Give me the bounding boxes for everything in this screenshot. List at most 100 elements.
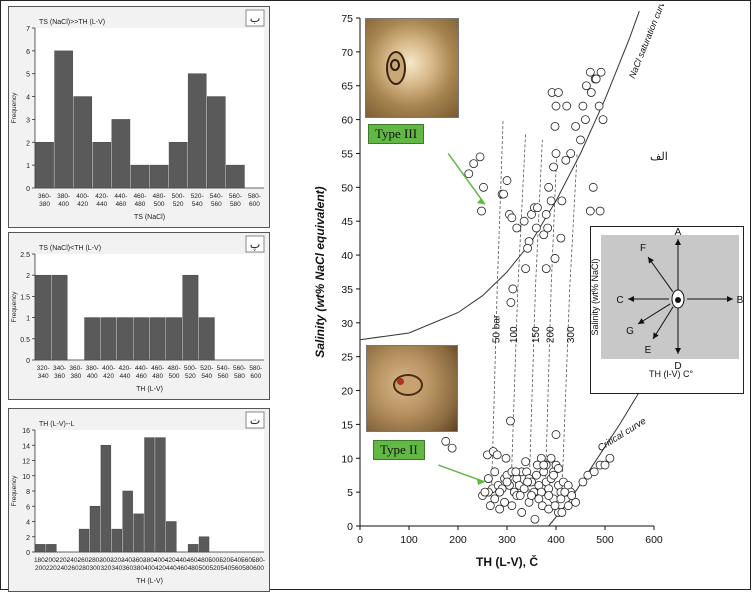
inset-direction-label: E	[645, 345, 652, 356]
isobar-line	[544, 146, 558, 493]
histogram-bar	[111, 119, 131, 189]
x-tick-label: 300	[90, 565, 101, 572]
histogram-bar	[166, 317, 182, 361]
data-point	[485, 501, 495, 511]
x-tick-label: 400-	[154, 557, 167, 564]
x-tick-label: 520	[185, 373, 196, 380]
x-tick-label: 100	[400, 534, 418, 546]
histogram-bar	[182, 274, 199, 361]
inset-arrowhead	[648, 257, 654, 264]
x-tick-label: 480	[135, 201, 146, 208]
y-tick-label: 1	[26, 316, 30, 323]
data-point	[550, 254, 560, 263]
x-tick-label: 440-	[135, 365, 148, 372]
inclusion-bubble	[397, 378, 404, 385]
x-tick-label: 580-	[252, 557, 265, 564]
data-point	[596, 67, 606, 77]
inset-arrows: A B C D E F G Salinity (wt% NaCl) TH (l-V) C°	[590, 227, 744, 379]
data-point	[549, 162, 558, 172]
inclusion-bubble	[390, 59, 400, 71]
histogram-title: TH (L-V)--L	[39, 421, 74, 428]
histogram-bar	[100, 445, 112, 553]
data-point	[541, 210, 551, 219]
isobar-line	[528, 139, 543, 493]
x-axis-label: TS (NaCl)	[134, 214, 165, 221]
x-tick-label: 520	[209, 565, 220, 572]
x-tick-label: 300	[498, 534, 516, 546]
histogram-title: TS (NaCl)<TH (L-V)	[39, 245, 101, 252]
x-tick-label: 580	[242, 565, 253, 572]
data-point	[506, 298, 516, 307]
x-tick-label: 600	[249, 201, 260, 208]
x-tick-label: 320-	[110, 557, 123, 564]
data-point	[517, 508, 527, 517]
x-axis-label: TH (L-V), Č	[476, 554, 538, 569]
data-point	[585, 206, 595, 216]
data-point	[490, 494, 500, 504]
y-tick-label: 70	[341, 47, 353, 59]
x-tick-label: 340	[38, 373, 49, 380]
y-tick-label: 10	[22, 474, 30, 481]
corner-label: پ	[250, 239, 260, 251]
inset-arrowhead	[675, 239, 681, 245]
x-tick-label: 360-	[69, 365, 82, 372]
y-tick-label: 0	[347, 521, 353, 533]
x-tick-label: 560	[211, 201, 222, 208]
x-tick-label: 560-	[229, 193, 242, 200]
y-tick-label: 50	[341, 182, 353, 194]
inset-arrowhead	[638, 318, 645, 324]
histogram-bar	[133, 513, 144, 553]
plot-area	[35, 254, 264, 360]
data-point	[551, 101, 561, 111]
histogram-bar	[187, 544, 199, 553]
data-point	[519, 484, 529, 494]
data-point	[447, 443, 457, 453]
x-tick-label: 400	[547, 534, 565, 546]
data-point	[531, 223, 541, 233]
x-tick-label: 420-	[95, 193, 108, 200]
x-tick-label: 500-	[172, 193, 185, 200]
histogram-top: TS (NaCl)>>TH (L-V) ب01234567360-380380-4…	[8, 6, 270, 228]
x-tick-label: 280-	[88, 557, 101, 564]
inset-panel	[601, 235, 739, 359]
y-tick-label: 20	[341, 386, 353, 398]
histogram-bar	[187, 73, 207, 189]
x-tick-label: 460-	[133, 193, 146, 200]
histogram-bar	[111, 528, 122, 553]
data-point	[556, 233, 566, 243]
y-tick-label: 30	[341, 318, 353, 330]
x-tick-label: 480-	[198, 557, 211, 564]
x-tick-label: 260	[68, 565, 79, 572]
data-point	[495, 487, 505, 497]
data-point	[495, 504, 505, 514]
inclusion-photo-type3	[365, 18, 459, 118]
scatter-plot: 0 5 10 15 20 25 30 35 40 45 50 55 60 65 70 75 0 100 200 300…	[313, 4, 669, 569]
x-tick-label: 480	[152, 373, 163, 380]
x-tick-label: 420	[77, 201, 88, 208]
x-tick-label: 500	[199, 565, 210, 572]
histogram-bar	[166, 521, 177, 553]
data-point	[543, 223, 553, 233]
histogram-bar	[73, 96, 92, 189]
data-point	[483, 474, 493, 483]
histogram-bar	[35, 142, 54, 189]
x-tick-label: 220-	[56, 557, 69, 564]
x-tick-label: 380-	[57, 193, 70, 200]
histogram-bar	[144, 437, 155, 553]
y-tick-label: 6	[26, 504, 30, 511]
inset-arrowhead	[628, 296, 634, 302]
type3-pointer	[447, 153, 486, 205]
x-tick-label: 400	[58, 201, 69, 208]
y-tick-label: 15	[341, 419, 353, 431]
data-point	[551, 149, 561, 158]
data-point	[501, 453, 511, 463]
data-point	[571, 497, 581, 507]
y-axis-label: Frequency	[11, 291, 18, 322]
x-tick-label: 0	[357, 534, 363, 546]
isobar-line	[510, 133, 526, 493]
data-point	[508, 284, 518, 294]
x-tick-label: 600	[253, 565, 264, 572]
inset-arrowhead	[727, 296, 733, 302]
data-point	[556, 494, 566, 504]
data-point	[549, 470, 558, 480]
